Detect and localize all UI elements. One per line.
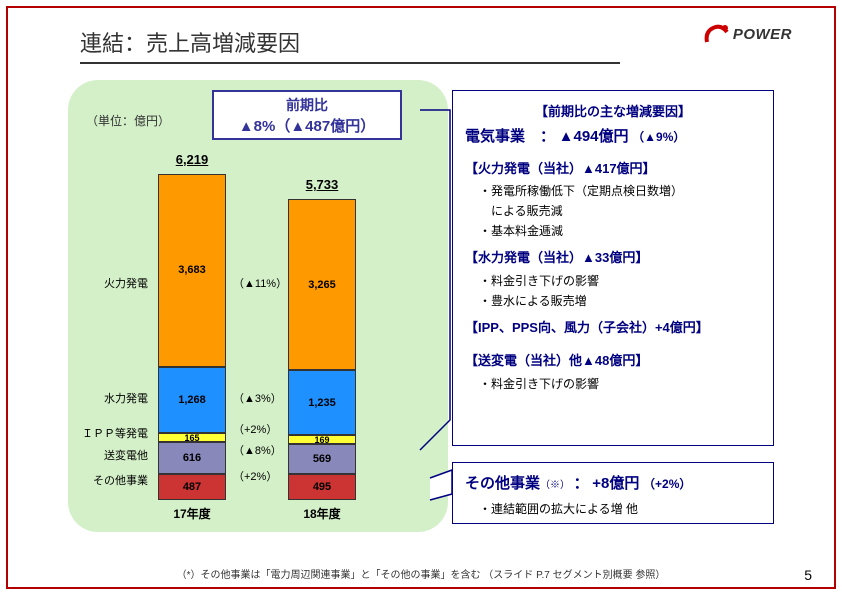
transmission-heading: 【送変電（当社）他▲48億円】 [465, 351, 761, 371]
unit-label: （単位：億円） [86, 112, 170, 129]
hydro-heading: 【水力発電（当社）▲33億円】 [465, 248, 761, 268]
compare-value: ▲8%（▲487億円） [239, 115, 375, 136]
footnote: （*）その他事業は「電力周辺関連事業」と「その他の事業」を含む （スライド P.… [0, 566, 842, 581]
logo-text: POWER [733, 26, 792, 43]
bar-segment: 487 [158, 474, 226, 500]
pct-change-label: （+2%） [233, 421, 277, 437]
bar: 6,2194876161651,2683,683 [158, 174, 226, 500]
category-label: 水力発電 [68, 390, 148, 406]
logo: POWER [703, 22, 792, 46]
bar-total-label: 5,733 [288, 177, 356, 192]
xaxis-label: 18年度 [288, 505, 356, 522]
page-title: 連結：売上高増減要因 [80, 26, 620, 64]
bar-segment: 165 [158, 433, 226, 442]
ipp-heading: 【IPP、PPS向、風力（子会社）+4億円】 [465, 318, 761, 338]
factors-box-electric: 【前期比の主な増減要因】 電気事業 ： ▲494億円 （▲9%） 【火力発電（当… [452, 90, 774, 446]
jpower-logo-icon [703, 22, 731, 46]
bar-segment: 169 [288, 435, 356, 444]
factors-header: 【前期比の主な増減要因】 [465, 101, 761, 120]
category-label: ＩＰＰ等発電 [68, 425, 148, 441]
pct-change-label: （▲3%） [233, 390, 282, 406]
bar-total-label: 6,219 [158, 152, 226, 167]
bar-segment: 495 [288, 474, 356, 500]
pct-change-label: （+2%） [233, 468, 277, 484]
compare-title: 前期比 [286, 95, 328, 115]
other-summary: その他事業（※） ： +8億円 （+2%） [465, 473, 761, 496]
bar-segment: 1,268 [158, 367, 226, 434]
bar-segment: 1,235 [288, 370, 356, 435]
header: 連結：売上高増減要因 [80, 26, 762, 64]
category-label: 火力発電 [68, 275, 148, 291]
category-label: 送変電他 [68, 447, 148, 463]
bar-segment: 3,265 [288, 199, 356, 370]
thermal-heading: 【火力発電（当社）▲417億円】 [465, 159, 761, 179]
bar-segment: 569 [288, 444, 356, 474]
pct-change-label: （▲8%） [233, 442, 282, 458]
bar: 5,7334955691691,2353,265 [288, 199, 356, 500]
callout-lines [360, 80, 460, 530]
category-label: その他事業 [68, 472, 148, 488]
factors-box-other: その他事業（※） ： +8億円 （+2%） ・連結範囲の拡大による増 他 [452, 462, 774, 524]
electric-summary: 電気事業 ： ▲494億円 （▲9%） [465, 126, 761, 149]
bar-segment: 616 [158, 442, 226, 474]
bar-segment: 3,683 [158, 174, 226, 367]
pct-change-label: （▲11%） [233, 275, 287, 291]
page-number: 5 [804, 567, 812, 583]
xaxis-label: 17年度 [158, 505, 226, 522]
